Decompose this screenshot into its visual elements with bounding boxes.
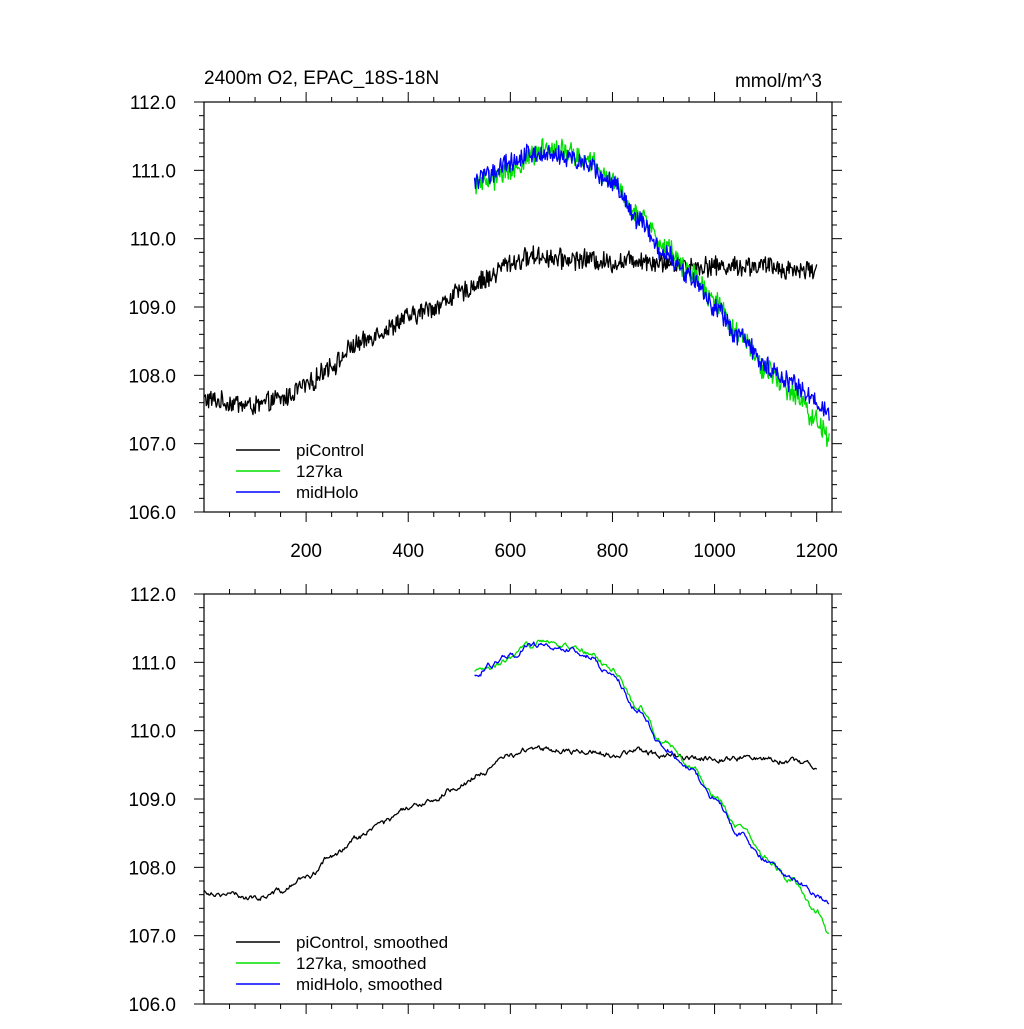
- chart-units: mmol/m^3: [735, 71, 822, 92]
- series-line-picontrol-smoothed: [204, 745, 818, 901]
- bottom-panel: 106.0 107.0 108.0 109.0 110.0 111.0 112.0 piCon…: [128, 584, 842, 1016]
- legend-label: midHolo: [296, 483, 358, 502]
- series-lines: [204, 137, 830, 448]
- legend-label: midHolo, smoothed: [296, 975, 442, 994]
- y-tick-label: 110.0: [130, 230, 176, 251]
- series-line-127ka: [473, 137, 830, 448]
- y-tick-label: 108.0: [128, 366, 176, 387]
- y-tick-label: 112.0: [130, 585, 176, 606]
- series-lines: [204, 639, 830, 934]
- y-tick-label: 106.0: [128, 995, 176, 1016]
- legend-label: piControl: [296, 441, 364, 460]
- y-tick-label: 107.0: [128, 927, 176, 948]
- y-tick-label: 109.0: [128, 298, 176, 319]
- top-panel: 106.0 107.0 108.0 109.0 110.0 111.0 112.0 200 40…: [128, 68, 842, 562]
- series-line-midholo: [473, 143, 830, 421]
- chart-title: 2400m O2, EPAC_18S-18N: [204, 68, 439, 89]
- x-tick-label: 400: [392, 541, 424, 562]
- y-tick-label: 107.0: [128, 435, 176, 456]
- legend-label: 127ka, smoothed: [296, 954, 426, 973]
- series-line-127ka-smoothed: [474, 639, 830, 934]
- legend-label: piControl, smoothed: [296, 933, 448, 952]
- y-tick-label: 108.0: [128, 858, 176, 879]
- x-tick-label: 1200: [796, 541, 838, 562]
- y-tick-label: 111.0: [131, 161, 176, 182]
- series-line-picontrol: [204, 245, 818, 416]
- x-tick-label: 800: [597, 541, 629, 562]
- x-tick-label: 1000: [693, 541, 735, 562]
- y-tick-label: 112.0: [130, 93, 176, 114]
- legend-label: 127ka: [296, 462, 343, 481]
- y-tick-label: 111.0: [131, 653, 176, 674]
- y-tick-label: 106.0: [128, 503, 176, 524]
- series-line-midholo-smoothed: [474, 641, 830, 905]
- x-tick-label: 600: [494, 541, 526, 562]
- y-tick-label: 110.0: [130, 722, 176, 743]
- legend: piControl, smoothed 127ka, smoothed midHol…: [236, 933, 448, 994]
- legend: piControl 127ka midHolo: [236, 441, 364, 502]
- x-tick-label: 200: [290, 541, 322, 562]
- y-tick-label: 109.0: [128, 790, 176, 811]
